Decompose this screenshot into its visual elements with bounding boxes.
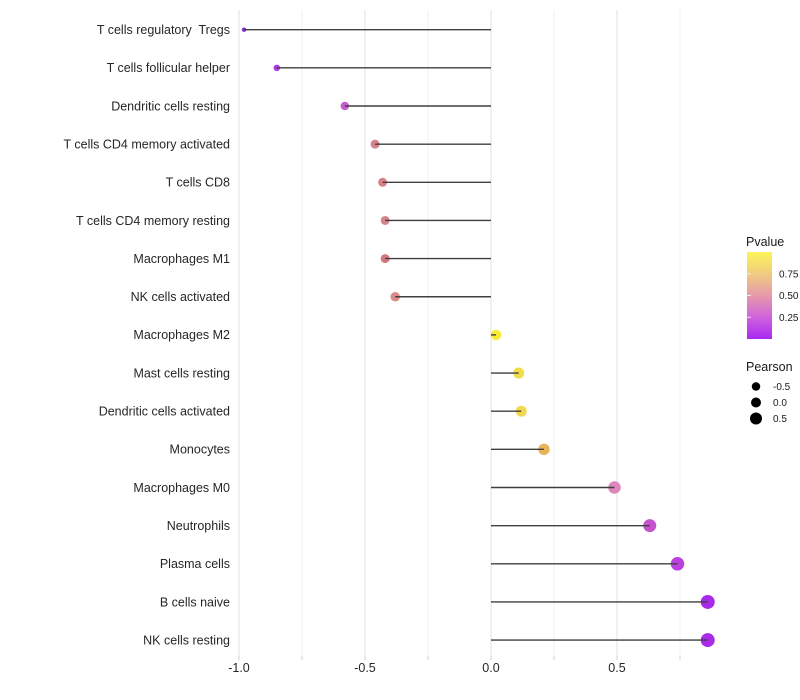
axis-ticks — [238, 656, 681, 660]
colorbar-tick-label: 0.75 — [779, 269, 799, 280]
category-label: NK cells resting — [143, 633, 230, 647]
category-label: Macrophages M1 — [133, 252, 230, 266]
legend-size-dot — [750, 412, 762, 425]
x-tick-label: 0.5 — [608, 661, 625, 675]
category-label: Dendritic cells activated — [99, 405, 230, 419]
category-label: Macrophages M2 — [133, 328, 230, 342]
lollipop-dots — [241, 27, 715, 648]
colorbar-tick-label: 0.50 — [779, 291, 799, 302]
category-label: T cells follicular helper — [107, 61, 230, 75]
category-label: Dendritic cells resting — [111, 99, 230, 113]
gridlines — [238, 10, 681, 656]
category-label: T cells regulatory Tregs — [97, 23, 230, 37]
category-label: NK cells activated — [131, 290, 230, 304]
legend: Pvalue 0.75 0.50 0.25 Pearson -0.5 0.0 0.5 — [746, 235, 799, 425]
category-label: B cells naive — [160, 595, 230, 609]
category-label: Monocytes — [170, 443, 230, 457]
legend-size-label: -0.5 — [773, 382, 791, 393]
colorbar-tick-label: 0.25 — [779, 313, 799, 324]
category-label: Mast cells resting — [133, 366, 230, 380]
category-label: Macrophages M0 — [133, 481, 230, 495]
x-axis-tick-labels: -1.0 -0.5 0.0 0.5 — [228, 661, 626, 675]
legend-size-label: 0.5 — [773, 414, 787, 425]
category-label: T cells CD8 — [166, 176, 230, 190]
x-tick-label: -0.5 — [354, 661, 376, 675]
x-tick-label: -1.0 — [228, 661, 250, 675]
category-label: Plasma cells — [160, 557, 230, 571]
x-tick-label: 0.0 — [482, 661, 499, 675]
legend-size-dot — [751, 382, 761, 391]
legend-pearson-title: Pearson — [746, 360, 793, 374]
legend-size-dot — [751, 397, 761, 408]
category-label: Neutrophils — [167, 519, 230, 533]
legend-pvalue-title: Pvalue — [746, 235, 784, 249]
legend-size-label: 0.0 — [773, 398, 787, 409]
category-label: T cells CD4 memory resting — [76, 214, 230, 228]
category-label: T cells CD4 memory activated — [64, 137, 231, 151]
lollipop-stems — [244, 29, 708, 641]
category-labels: T cells regulatory Tregs T cells follicul… — [64, 23, 231, 647]
pvalue-colorbar — [747, 252, 772, 339]
